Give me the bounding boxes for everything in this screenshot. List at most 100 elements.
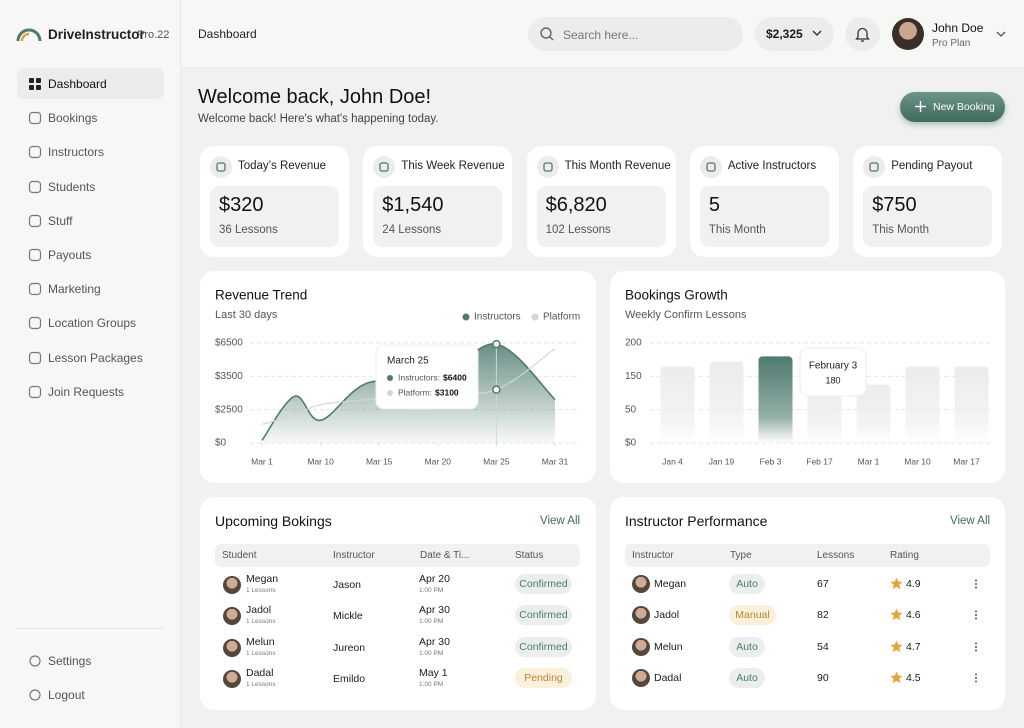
- legend-label: Instructors: [474, 312, 521, 323]
- nav-item[interactable]: Bookings: [48, 111, 98, 126]
- instructor-name: Mickle: [333, 610, 363, 623]
- balance-pill[interactable]: [755, 17, 834, 51]
- notification-button[interactable]: [845, 17, 880, 51]
- logo: [16, 28, 42, 42]
- instructor-name: Emildo: [333, 672, 366, 685]
- chart-title: Revenue Trend: [215, 288, 307, 303]
- stat-label: Pending Payout: [891, 160, 973, 172]
- user-avatar[interactable]: [892, 18, 924, 50]
- stat-icon-glyph: [542, 162, 553, 172]
- nav-icon: [28, 248, 42, 262]
- booking-time: 1:00 PM: [419, 680, 444, 688]
- student-name: Megan: [246, 573, 279, 585]
- nav-item[interactable]: Logout: [48, 688, 85, 702]
- search-placeholder: Search here...: [563, 28, 639, 42]
- stat-icon-glyph: [379, 162, 389, 172]
- sidebar: [0, 0, 181, 728]
- stat-icon: [536, 156, 559, 178]
- x-tick-label: Mar 1: [251, 456, 273, 466]
- nav-item[interactable]: Location Groups: [48, 316, 137, 331]
- y-tick-label: $2500: [215, 404, 243, 415]
- legend-marker: [531, 313, 539, 321]
- revenue-chart: Revenue Trend Last 30 days $0 $2500 $3500 $65…: [215, 288, 580, 467]
- stat-label: Today’s Revenue: [238, 160, 327, 172]
- student-name: Jadol: [246, 604, 272, 617]
- star-icon: [890, 608, 903, 621]
- stat-box: [863, 186, 993, 247]
- y-tick-label: 150: [625, 371, 642, 382]
- rating: 4.9: [906, 578, 921, 590]
- rating: 4.5: [906, 671, 921, 684]
- brand: DriveInstructor: [48, 27, 145, 42]
- status-pill: [729, 605, 776, 626]
- row-menu[interactable]: [974, 610, 978, 620]
- column-header: Instructor: [632, 550, 674, 561]
- x-tick-label: Jan 19: [709, 456, 735, 466]
- user-name: John Doe: [932, 21, 984, 35]
- plus-icon: [915, 101, 926, 112]
- chart-title: Bookings Growth: [625, 288, 728, 303]
- instructor-name: Jadol: [654, 609, 680, 622]
- nav-icon: [28, 351, 42, 364]
- avatar: [632, 668, 650, 687]
- nav-item[interactable]: Settings: [48, 654, 92, 668]
- nav-item[interactable]: Students: [48, 179, 96, 194]
- row-menu[interactable]: [974, 673, 978, 683]
- star-icon: [890, 577, 903, 590]
- status-pill: [729, 667, 765, 688]
- lesson-count: 67: [817, 578, 829, 590]
- nav-item[interactable]: Dashboard: [48, 77, 107, 91]
- stat-value: $320: [219, 194, 264, 216]
- status-pill: [515, 667, 572, 688]
- column-header: Type: [730, 550, 752, 561]
- stat-label: This Month Revenue: [564, 160, 671, 172]
- legend-label: Platform: [543, 312, 580, 323]
- tooltip-title: March 25: [387, 356, 429, 367]
- bar: [660, 366, 695, 443]
- x-tick-label: Mar 1: [858, 456, 880, 466]
- avatar: [223, 576, 241, 594]
- y-tick-label: $0: [215, 438, 227, 449]
- stat-box: [536, 186, 666, 247]
- welcome-title: Welcome back, John Doe!: [198, 86, 432, 108]
- welcome-subtitle: Welcome back! Here's what's happening to…: [198, 113, 439, 125]
- stat-box: [210, 186, 339, 247]
- nav-item[interactable]: Lesson Packages: [48, 350, 143, 365]
- view-all[interactable]: View All: [540, 515, 581, 527]
- bar: [954, 366, 989, 443]
- search-box[interactable]: [528, 17, 743, 51]
- nav-item[interactable]: Stuff: [48, 213, 73, 228]
- y-tick-label: $0: [625, 438, 637, 449]
- booking-date: Apr 30: [419, 604, 450, 617]
- user-plan: Pro Plan: [932, 38, 971, 49]
- pill-label: Confirmed: [519, 640, 568, 653]
- avatar: [223, 638, 241, 657]
- y-tick-label: $3500: [215, 371, 243, 382]
- nav-item[interactable]: Join Requests: [48, 384, 125, 399]
- lesson-count: 90: [817, 671, 829, 684]
- row-menu[interactable]: [974, 579, 978, 589]
- stat-icon-glyph: [706, 162, 716, 172]
- nav-item[interactable]: Instructors: [48, 145, 105, 160]
- booking-time: 1:00 PM: [419, 649, 444, 657]
- nav-active-bg: [17, 68, 164, 99]
- x-tick-label: Mar 10: [904, 456, 931, 466]
- column-header: Rating: [890, 550, 919, 561]
- bar: [807, 389, 842, 443]
- nav-item[interactable]: Payouts: [48, 248, 92, 262]
- booking-date: May 1: [419, 666, 448, 679]
- column-header: Student: [222, 550, 257, 561]
- x-tick-label: Mar 20: [425, 456, 452, 466]
- row-menu[interactable]: [974, 642, 978, 652]
- nav-icon: [28, 146, 42, 159]
- stat-icon: [373, 156, 396, 178]
- booking-date: Apr 30: [419, 635, 450, 648]
- nav-item[interactable]: Marketing: [48, 282, 101, 297]
- star-icon: [890, 640, 903, 652]
- booking-time: 1:00 PM: [419, 618, 444, 626]
- y-tick-label: $6500: [215, 338, 243, 349]
- lesson-count: 1 Lessons: [246, 680, 276, 688]
- stat-note: 102 Lessons: [545, 224, 611, 236]
- nav-icon: [28, 112, 42, 125]
- view-all[interactable]: View All: [950, 515, 991, 527]
